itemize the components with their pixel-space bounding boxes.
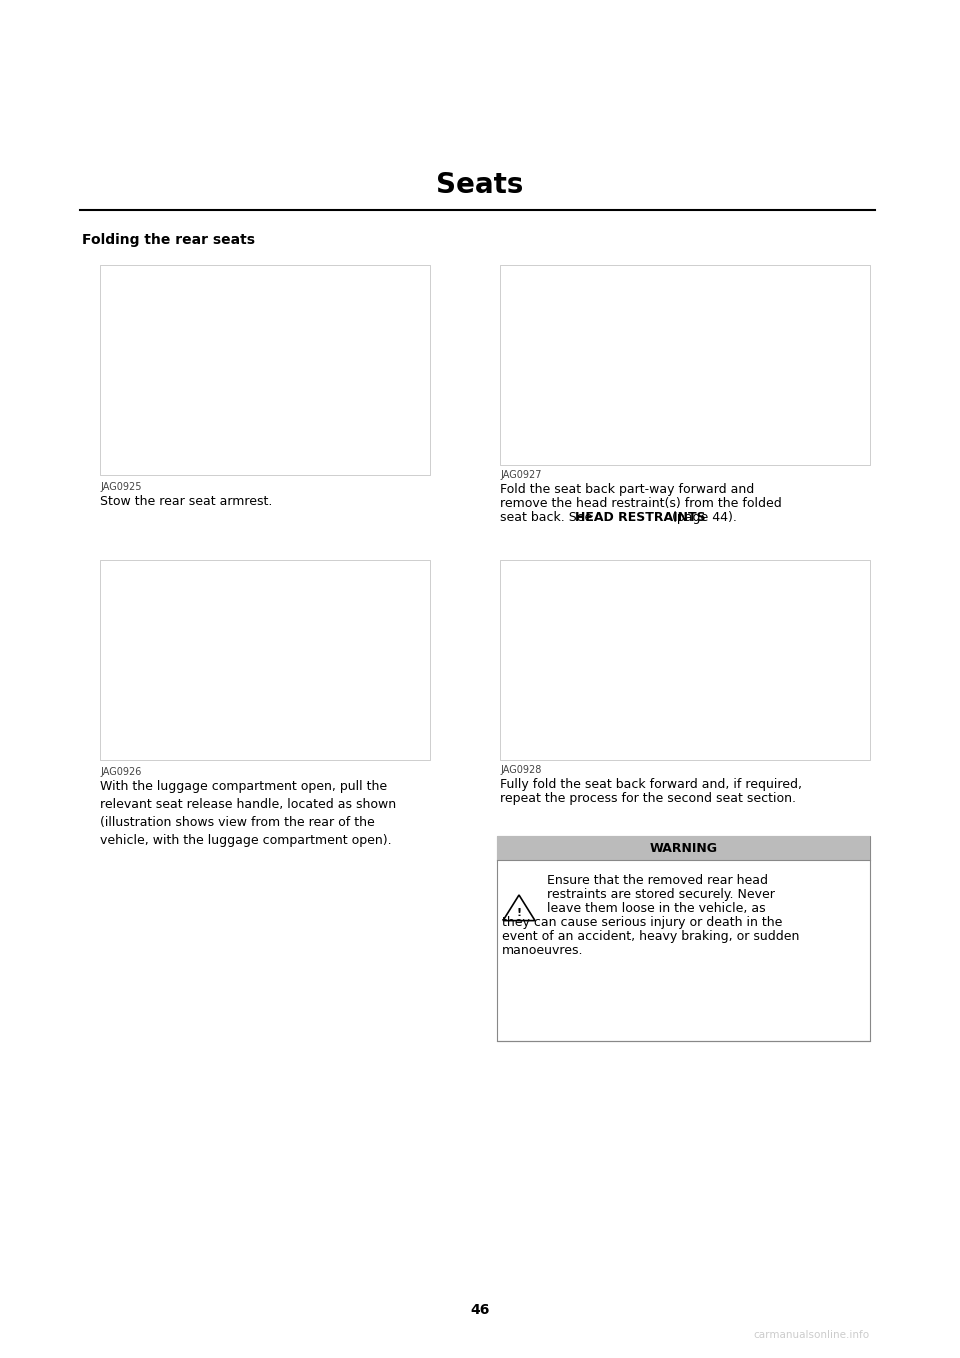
- Bar: [497, 837, 870, 1042]
- Text: carmanualsonline.info: carmanualsonline.info: [754, 1329, 870, 1340]
- Text: JAG0925: JAG0925: [100, 482, 141, 492]
- Text: remove the head restraint(s) from the folded: remove the head restraint(s) from the fo…: [500, 497, 781, 511]
- Text: leave them loose in the vehicle, as: leave them loose in the vehicle, as: [547, 902, 766, 915]
- Text: JAG0926: JAG0926: [100, 767, 141, 777]
- Text: JAG0927: JAG0927: [500, 470, 541, 479]
- Text: seat back. See: seat back. See: [500, 511, 596, 524]
- Text: With the luggage compartment open, pull the
relevant seat release handle, locate: With the luggage compartment open, pull …: [100, 779, 396, 847]
- Text: event of an accident, heavy braking, or sudden: event of an accident, heavy braking, or …: [502, 930, 800, 942]
- Text: (page 44).: (page 44).: [668, 511, 737, 524]
- Text: Ensure that the removed rear head: Ensure that the removed rear head: [547, 875, 768, 887]
- Polygon shape: [503, 895, 535, 921]
- Bar: [100, 265, 430, 475]
- Text: restraints are stored securely. Never: restraints are stored securely. Never: [547, 888, 775, 900]
- Text: Stow the rear seat armrest.: Stow the rear seat armrest.: [100, 496, 273, 508]
- Bar: [100, 559, 430, 760]
- Text: Fully fold the seat back forward and, if required,: Fully fold the seat back forward and, if…: [500, 778, 802, 790]
- Bar: [500, 559, 870, 760]
- Text: they can cause serious injury or death in the: they can cause serious injury or death i…: [502, 917, 782, 929]
- Text: !: !: [516, 907, 521, 918]
- Text: Fold the seat back part-way forward and: Fold the seat back part-way forward and: [500, 483, 755, 496]
- Text: Seats: Seats: [436, 171, 524, 200]
- Bar: [497, 837, 870, 860]
- Text: repeat the process for the second seat section.: repeat the process for the second seat s…: [500, 792, 796, 805]
- Text: JAG0928: JAG0928: [500, 765, 541, 775]
- Bar: [500, 265, 870, 464]
- Text: manoeuvres.: manoeuvres.: [502, 944, 584, 957]
- Text: 46: 46: [470, 1302, 490, 1317]
- Text: WARNING: WARNING: [650, 842, 717, 854]
- Text: Folding the rear seats: Folding the rear seats: [82, 234, 255, 247]
- Text: HEAD RESTRAINTS: HEAD RESTRAINTS: [575, 511, 706, 524]
